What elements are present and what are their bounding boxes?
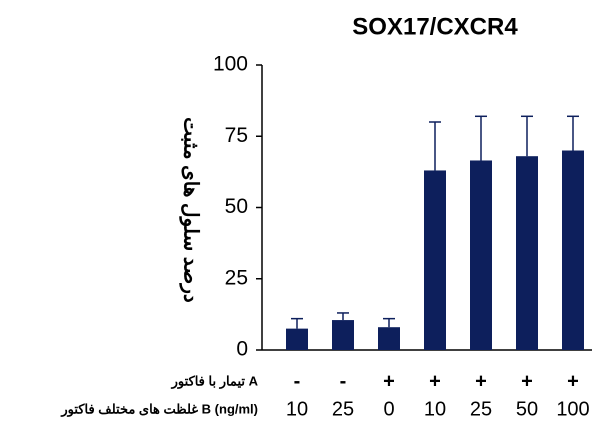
bar [516,156,538,350]
y-tick-label: 0 [236,338,248,361]
error-bar [337,312,349,321]
x-tick-label: 25 [332,398,354,420]
treatment-label: + [521,370,533,392]
x-tick-label: 0 [383,398,394,420]
treatment-label: + [475,370,487,392]
bar [286,328,308,350]
error-bar [429,121,441,171]
error-bar [567,115,579,151]
y-axis-label: درصد سلول های مثبت [179,117,202,303]
bar [470,160,492,350]
bar [424,170,446,350]
error-bar [291,317,303,329]
x-tick-label: 100 [556,398,589,420]
row-label: غلظت های مختلف فاکتور B (ng/ml) [60,401,258,417]
treatment-label: + [383,370,395,392]
bar [332,320,354,350]
x-tick-label: 50 [516,398,538,420]
treatment-label: - [340,370,347,392]
chart-title: SOX17/CXCR4 [352,13,518,40]
row-label: تیمار با فاکتور A [171,373,259,389]
bar [562,150,584,350]
y-tick-label: 50 [225,195,248,218]
error-bar [383,317,395,328]
x-tick-label: 10 [286,398,308,420]
y-tick-label: 75 [225,124,248,147]
x-tick-label: 25 [470,398,492,420]
treatment-label: + [567,370,579,392]
error-bar [521,115,533,157]
treatment-label: - [294,370,301,392]
x-tick-label: 10 [424,398,446,420]
treatment-label: + [429,370,441,392]
y-tick-label: 100 [213,53,248,76]
error-bar [475,115,487,161]
y-tick-label: 25 [225,266,248,289]
bar [378,327,400,350]
